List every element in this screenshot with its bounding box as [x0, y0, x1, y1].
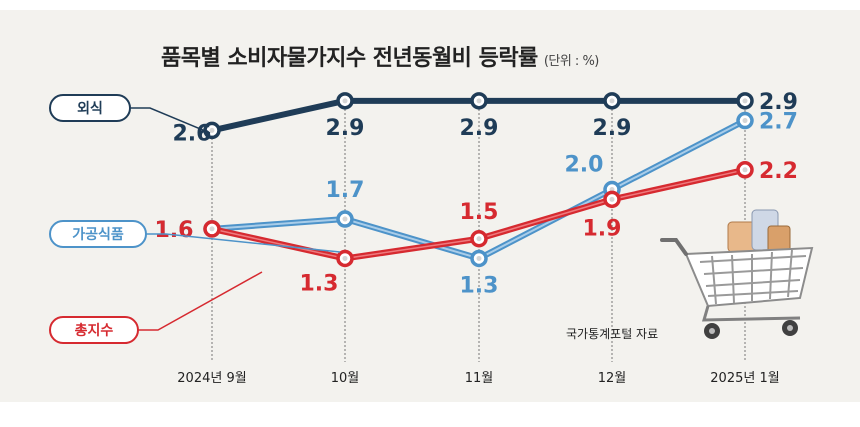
- data-label: 2.7: [759, 110, 798, 135]
- data-point-center: [476, 236, 482, 242]
- data-label: 1.3: [460, 273, 499, 298]
- data-label: 2.9: [593, 116, 632, 141]
- data-point-center: [742, 118, 748, 124]
- chart-unit: (단위 : %): [543, 54, 600, 69]
- data-label: 1.3: [300, 271, 339, 296]
- data-point-center: [476, 255, 482, 261]
- x-tick-label: 2025년 1월: [710, 371, 779, 386]
- data-label: 2.9: [759, 90, 798, 115]
- data-point-center: [742, 98, 748, 104]
- data-point-center: [209, 226, 215, 232]
- data-label: 1.6: [155, 218, 194, 243]
- data-label: 1.7: [326, 178, 365, 203]
- data-point-center: [609, 98, 615, 104]
- data-point-center: [342, 98, 348, 104]
- x-tick-label: 2024년 9월: [177, 371, 246, 386]
- data-point-center: [342, 216, 348, 222]
- chart-title: 품목별 소비자물가지수 전년동월비 등락률 (단위 : %): [161, 40, 599, 72]
- data-label: 1.6: [155, 218, 194, 243]
- data-point-center: [609, 196, 615, 202]
- data-point-center: [742, 167, 748, 173]
- data-point-center: [209, 127, 215, 133]
- data-label: 2.0: [565, 153, 604, 178]
- data-point-center: [476, 98, 482, 104]
- legend-leader-line: [146, 233, 341, 253]
- legend-leader-line: [130, 107, 211, 134]
- x-tick-label: 11월: [465, 371, 494, 386]
- data-label: 2.9: [326, 116, 365, 141]
- legend-box: [49, 220, 147, 248]
- x-tick-label: 12월: [598, 371, 627, 386]
- source-note: 국가통계포털 자료: [566, 327, 659, 341]
- legend-label: 가공식품: [72, 227, 124, 243]
- legend-leader-line: [138, 271, 263, 331]
- data-label: 1.5: [460, 200, 499, 225]
- data-label: 2.2: [759, 159, 798, 184]
- x-tick-label: 10월: [331, 371, 360, 386]
- data-label: 2.9: [460, 116, 499, 141]
- data-point-center: [342, 255, 348, 261]
- chart-title-text: 품목별 소비자물가지수 전년동월비 등락률: [161, 46, 538, 71]
- data-label: 1.9: [583, 216, 622, 241]
- legend-label: 외식: [77, 100, 103, 117]
- legend-box: [49, 316, 139, 344]
- legend-box: [49, 94, 131, 122]
- legend-label: 총지수: [75, 323, 114, 339]
